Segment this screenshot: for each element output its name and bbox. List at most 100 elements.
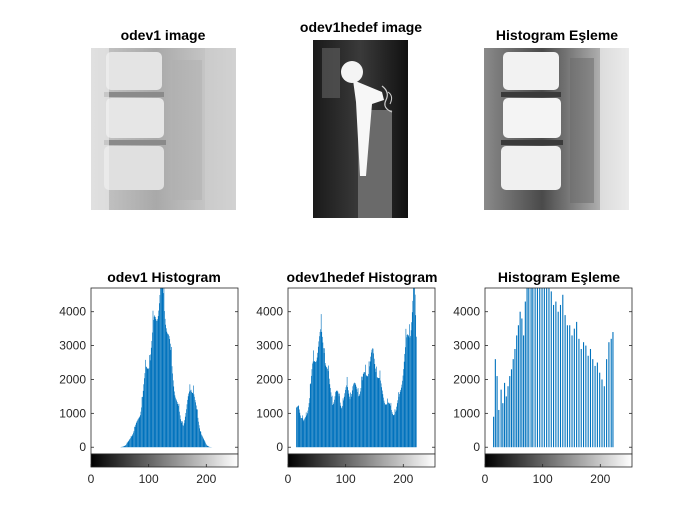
histogram-bar	[323, 348, 324, 448]
histogram-bar	[541, 288, 543, 448]
histogram-bar	[578, 338, 580, 448]
histogram-bar	[400, 389, 402, 448]
histogram-bar	[383, 400, 385, 448]
odev1hedef-image	[313, 40, 408, 218]
histogram-bar	[395, 410, 397, 448]
histogram-bar	[377, 377, 378, 448]
histogram-bar	[548, 288, 550, 448]
histogram-bar	[372, 348, 374, 448]
x-axis-ticks: 0 100 200	[285, 464, 414, 486]
histogram-bar	[139, 416, 141, 448]
histogram-bar	[152, 332, 153, 448]
histogram-bar	[399, 391, 401, 448]
odev1-image-title: odev1 image	[121, 27, 206, 43]
histogram-bar	[367, 375, 369, 448]
odev1-image-panel: odev1 image	[91, 27, 236, 210]
histogram-bar	[150, 347, 152, 448]
histogram-bar	[351, 390, 353, 448]
histogram-bar	[177, 404, 179, 448]
histogram-bar	[351, 393, 353, 448]
histogram-bar	[402, 375, 404, 448]
histogram-bar	[146, 367, 147, 448]
histogram-bar	[151, 340, 153, 448]
histogram-bar	[337, 390, 338, 448]
histogram-bar	[536, 288, 538, 448]
histogram-bar	[377, 378, 379, 448]
histogram-bar	[341, 408, 342, 448]
histogram-bar	[175, 397, 176, 448]
histogram-bar	[304, 417, 306, 448]
y-tick-label: 4000	[59, 305, 86, 319]
histogram-bar	[148, 367, 150, 448]
histogram-bar	[504, 382, 506, 448]
histogram-bar	[156, 320, 157, 448]
histogram-bar	[338, 393, 339, 448]
histogram-bar	[194, 399, 196, 448]
histogram-bar	[603, 386, 605, 448]
histogram-bar	[198, 421, 199, 448]
histogram-bar	[411, 322, 412, 448]
histogram-bar	[350, 396, 352, 448]
histogram-bar	[389, 403, 391, 448]
histogram-bar	[339, 393, 340, 448]
histogram-bar	[368, 373, 369, 448]
histogram-bar	[539, 288, 541, 448]
histogram-bar	[334, 399, 335, 448]
histogram-bar	[321, 331, 323, 448]
histogram-bar	[580, 348, 582, 448]
histogram-bar	[413, 288, 415, 448]
histogram-bar	[411, 312, 413, 448]
grayscale-colorbar	[287, 453, 436, 468]
histogram-bar	[364, 372, 365, 448]
histogram-bar	[122, 446, 124, 448]
histogram-bar	[313, 360, 315, 448]
histogram-bar	[344, 393, 346, 448]
histogram-bar	[122, 446, 123, 448]
histogram-bar	[176, 402, 178, 448]
histogram-bar	[392, 415, 394, 448]
histogram-bar	[203, 440, 205, 448]
histogram-bar	[403, 361, 405, 448]
histogram-bar	[385, 404, 387, 448]
y-tick-label: 3000	[453, 339, 480, 353]
y-tick-label: 4000	[453, 305, 480, 319]
histogram-bar	[414, 288, 415, 448]
histogram-bar	[206, 445, 208, 448]
histogram-bar	[297, 406, 299, 448]
histogram-bar	[331, 396, 332, 448]
histogram-bar	[526, 288, 528, 448]
histogram-bar	[347, 390, 349, 448]
histogram-bar	[371, 352, 372, 448]
histogram-bar	[133, 432, 134, 448]
histogram-bar	[403, 369, 404, 448]
histogram-bar	[302, 415, 304, 448]
histogram-bar	[190, 390, 191, 448]
histogram-bar	[312, 361, 314, 448]
histogram-bar	[167, 334, 169, 448]
histogram-bar	[185, 412, 187, 448]
histogram-bar	[308, 407, 309, 448]
matched-image	[484, 48, 629, 210]
histogram-bar	[143, 384, 145, 448]
y-axis-ticks: 0 1000 2000 3000 4000	[59, 305, 238, 454]
histogram-bar	[176, 400, 177, 448]
histogram-bar	[135, 422, 137, 448]
histogram-bar	[408, 336, 410, 448]
histogram-bar	[317, 352, 319, 448]
histogram-bar	[130, 438, 131, 448]
histogram-bar	[358, 396, 359, 448]
x-tick-label: 100	[139, 472, 159, 486]
histogram-bar	[134, 426, 136, 448]
histogram-bar	[184, 420, 186, 448]
histogram-bar	[546, 288, 548, 448]
histogram-bar	[507, 386, 509, 448]
histogram-bar	[170, 350, 172, 448]
histogram-bar	[365, 374, 367, 448]
histogram-bar	[391, 412, 393, 448]
histogram-bar	[372, 348, 373, 448]
histogram-bar	[354, 383, 356, 448]
histogram-bar	[409, 324, 410, 448]
histogram-bar	[342, 398, 344, 448]
histogram-bar	[356, 386, 357, 448]
grayscale-colorbar	[90, 453, 239, 468]
